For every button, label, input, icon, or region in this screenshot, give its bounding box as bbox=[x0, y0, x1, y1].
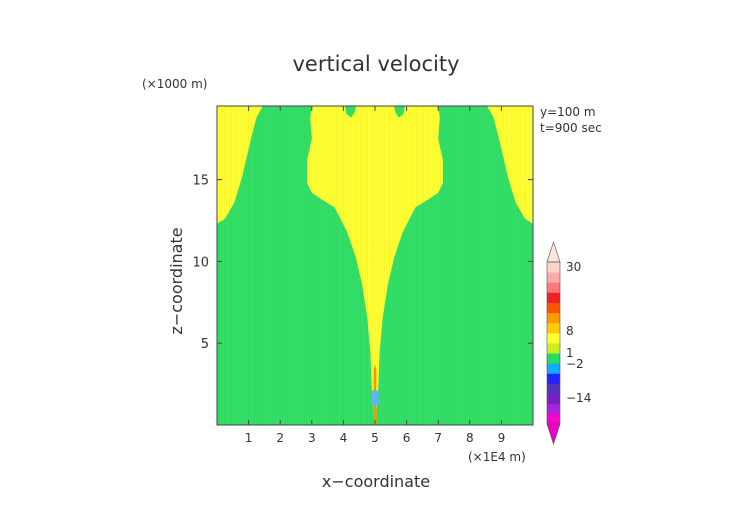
central-plume-region bbox=[307, 106, 443, 425]
y-tick-label: 10 bbox=[192, 255, 209, 270]
colorbar-segment bbox=[547, 272, 560, 283]
x-tick-label: 6 bbox=[403, 431, 411, 445]
x-tick-label: 8 bbox=[466, 431, 474, 445]
colorbar-segment bbox=[547, 393, 560, 405]
colorbar-label: 1 bbox=[566, 346, 574, 360]
core-blue-region bbox=[371, 390, 379, 407]
annotation-time: t=900 sec bbox=[540, 121, 602, 135]
annotation-y-position: y=100 m bbox=[540, 105, 596, 119]
y-unit-label: (×1000 m) bbox=[142, 77, 207, 91]
right-updraft-region bbox=[487, 106, 533, 224]
y-tick-label: 5 bbox=[201, 337, 209, 352]
colorbar-label: 8 bbox=[566, 324, 574, 338]
colorbar-label: −2 bbox=[566, 357, 584, 371]
x-tick-label: 7 bbox=[434, 431, 442, 445]
x-axis-ticks: 1 2 3 4 5 6 7 8 9 bbox=[245, 106, 505, 445]
x-tick-label: 3 bbox=[308, 431, 316, 445]
y-axis-ticks: 5 10 15 bbox=[192, 174, 533, 352]
x-tick-label: 1 bbox=[245, 431, 253, 445]
chart-title: vertical velocity bbox=[292, 52, 459, 76]
colorbar-segment bbox=[547, 413, 560, 425]
x-tick-label: 9 bbox=[498, 431, 506, 445]
colorbar-segment bbox=[547, 332, 560, 344]
x-tick-label: 4 bbox=[340, 431, 348, 445]
left-updraft-region bbox=[217, 106, 263, 224]
colorbar-segment bbox=[547, 403, 560, 415]
colorbar: 30 8 1−2 −14 bbox=[546, 241, 591, 445]
x-axis-label: x−coordinate bbox=[322, 472, 430, 491]
colorbar-segment bbox=[547, 373, 560, 384]
colorbar-frame bbox=[546, 261, 561, 425]
colorbar-segment bbox=[547, 262, 560, 273]
colorbar-segment bbox=[547, 292, 560, 303]
plot-area bbox=[216, 105, 534, 426]
y-tick-label: 15 bbox=[192, 174, 209, 189]
colorbar-segment bbox=[547, 343, 560, 354]
colorbar-segment bbox=[547, 312, 560, 324]
colorbar-bottom-arrow bbox=[546, 423, 561, 445]
colorbar-segment bbox=[547, 353, 560, 364]
colorbar-label: 30 bbox=[566, 260, 581, 274]
colorbar-segment bbox=[547, 302, 560, 314]
colorbar-label: −14 bbox=[566, 391, 591, 405]
x-tick-label: 5 bbox=[371, 431, 379, 445]
colorbar-segment bbox=[547, 383, 560, 395]
colorbar-segment bbox=[547, 282, 560, 293]
x-unit-label: (×1E4 m) bbox=[468, 450, 526, 464]
x-tick-label: 2 bbox=[276, 431, 284, 445]
colorbar-segment bbox=[547, 363, 560, 374]
colorbar-segment bbox=[547, 322, 560, 334]
y-axis-label: z−coordinate bbox=[167, 227, 186, 334]
colorbar-top-arrow bbox=[546, 241, 561, 263]
